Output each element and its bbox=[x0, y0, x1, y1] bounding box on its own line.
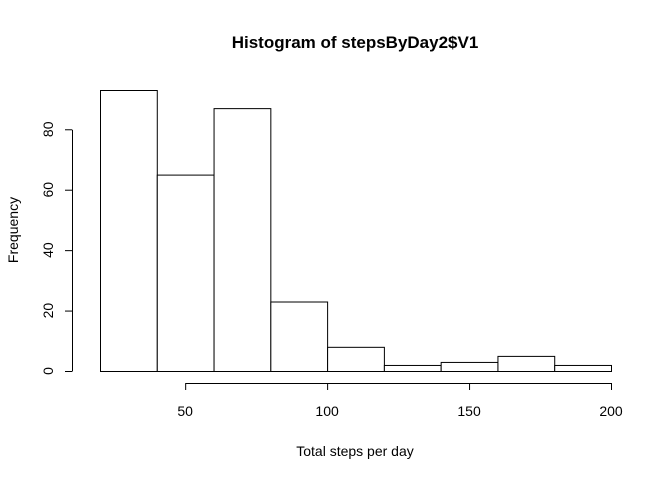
histogram-bar-6 bbox=[440, 361, 499, 373]
histogram-bar-4 bbox=[327, 346, 385, 372]
histogram-bar-0 bbox=[100, 90, 158, 372]
x-tick-label-200: 200 bbox=[599, 403, 623, 419]
histogram-bar-8 bbox=[554, 364, 613, 373]
x-axis-label: Total steps per day bbox=[296, 443, 414, 459]
x-axis: 50 100 150 200 bbox=[177, 383, 623, 419]
y-tick-label-40: 40 bbox=[40, 242, 56, 258]
y-tick-label-80: 80 bbox=[40, 121, 56, 137]
x-tick-label-50: 50 bbox=[177, 403, 193, 419]
bars-group bbox=[100, 90, 613, 373]
histogram-bar-5 bbox=[383, 364, 442, 373]
y-tick-label-20: 20 bbox=[40, 303, 56, 319]
histogram-bar-1 bbox=[156, 174, 215, 372]
y-axis-label: Frequency bbox=[5, 197, 21, 263]
histogram-bar-7 bbox=[497, 355, 556, 373]
x-tick-label-100: 100 bbox=[315, 403, 339, 419]
chart-title: Histogram of stepsByDay2$V1 bbox=[232, 33, 479, 52]
y-tick-label-60: 60 bbox=[40, 182, 56, 198]
y-tick-label-0: 0 bbox=[40, 367, 56, 375]
y-axis: 0 20 40 60 80 bbox=[40, 121, 73, 375]
histogram-bar-2 bbox=[213, 108, 272, 373]
x-tick-label-150: 150 bbox=[457, 403, 481, 419]
histogram-bar-3 bbox=[270, 301, 329, 372]
